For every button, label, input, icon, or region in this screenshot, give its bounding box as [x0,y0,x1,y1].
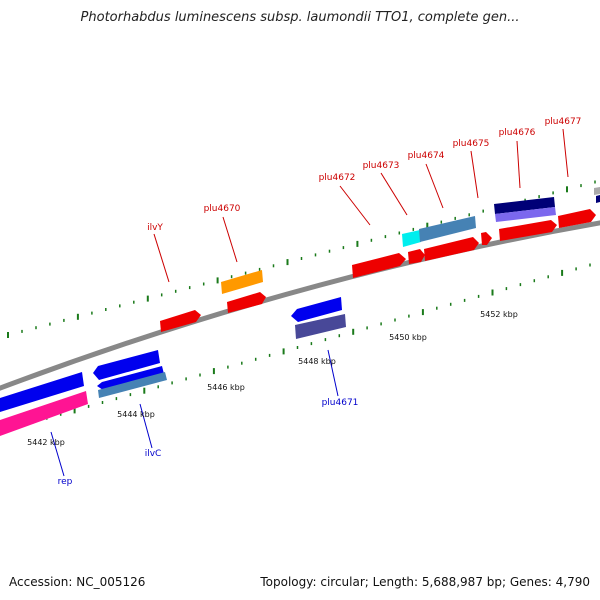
gene-rep-blue[interactable] [0,372,84,412]
gene-label-plu4672: plu4672 [319,173,356,183]
gene-plu4677-navy[interactable] [596,195,600,203]
gene-plu4673-red[interactable] [408,249,425,264]
gene-label-plu4677: plu4677 [545,117,582,127]
kbp-label-5442: 5442 kbp [27,438,65,447]
gene-ilvY[interactable] [160,310,201,332]
gene-plu4671-blue[interactable] [291,297,342,322]
map-title: Photorhabdus luminescens subsp. laumondi… [80,10,520,25]
gene-plu4676-navy[interactable] [494,197,555,214]
gene-label-ilvC: ilvC [145,449,162,459]
gene-label-plu4673: plu4673 [363,161,400,171]
gene-plu4675[interactable] [481,232,492,245]
genome-backbone [0,220,600,391]
kbp-labels: 5442 kbp 5444 kbp 5446 kbp 5448 kbp 5450… [27,310,518,447]
gene-plu4670-orange[interactable] [221,270,263,294]
gene-label-plu4670: plu4670 [204,204,241,214]
reverse-gene-labels: rep ilvC plu4671 [58,398,359,487]
gene-label-plu4675: plu4675 [453,139,490,149]
gene-ilvC-blue-top[interactable] [93,350,160,380]
gene-label-plu4671: plu4671 [322,398,359,408]
accession-text: Accession: NC_005126 [9,575,146,589]
gene-plu4674-red[interactable] [424,237,479,261]
topology-text: Topology: circular; Length: 5,688,987 bp… [260,575,590,589]
gene-plu4677-gray[interactable] [594,187,600,195]
forward-genes [160,187,600,332]
gene-plu4674-steel[interactable] [419,216,476,242]
gene-plu4676-lavender[interactable] [495,207,556,222]
kbp-label-5446: 5446 kbp [207,383,245,392]
gene-plu4670-red[interactable] [227,292,266,313]
gene-plu4676-red[interactable] [499,220,557,241]
gene-label-plu4676: plu4676 [499,128,536,138]
gene-plu4671-slate[interactable] [295,314,346,339]
kbp-label-5448: 5448 kbp [298,357,336,366]
gene-ilvC-blue-bottom[interactable] [97,366,164,390]
kbp-label-5452: 5452 kbp [480,310,518,319]
gene-label-rep: rep [58,477,73,487]
gene-plu4673-cyan[interactable] [402,230,421,247]
kbp-label-5450: 5450 kbp [389,333,427,342]
gene-label-plu4674: plu4674 [408,151,445,161]
gene-plu4677-red[interactable] [558,209,596,228]
leader-lines [50,128,569,477]
gene-label-ilvY: ilvY [147,223,163,233]
gene-ilvC-steel[interactable] [98,372,167,398]
forward-gene-labels: ilvY plu4670 plu4672 plu4673 plu4674 plu… [147,117,581,233]
reverse-genes [0,297,346,436]
kbp-label-5444: 5444 kbp [117,410,155,419]
gene-plu4672[interactable] [352,253,406,278]
gene-rep-pink[interactable] [0,391,88,436]
